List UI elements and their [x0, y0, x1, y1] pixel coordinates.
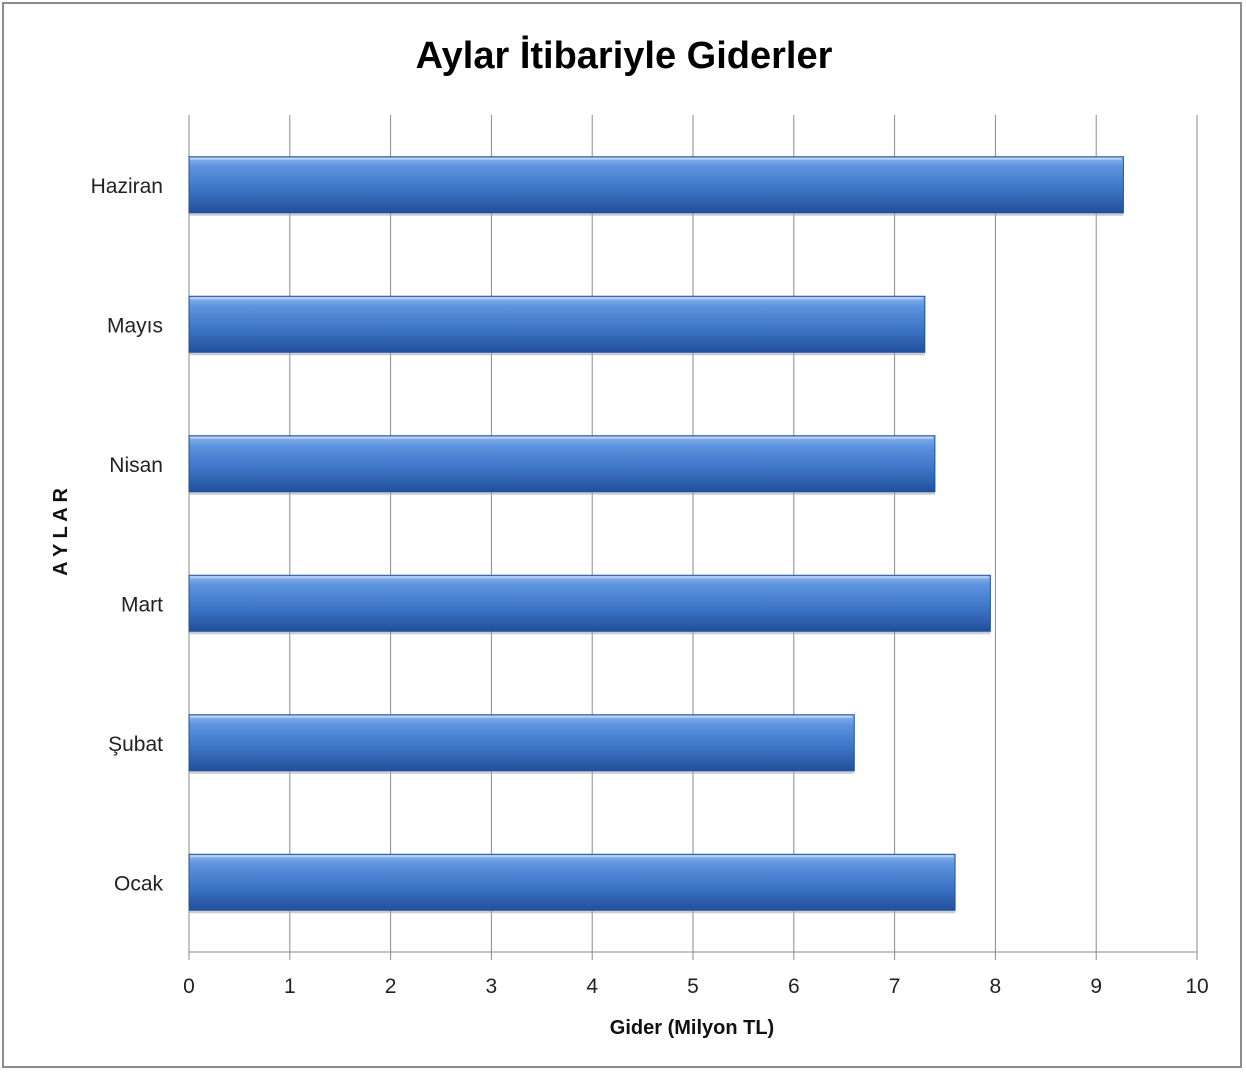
x-tick-label-4: 4 [586, 975, 598, 998]
bar-nisan [188, 435, 936, 495]
bar-rect [188, 435, 936, 493]
category-label-haziran: Haziran [91, 175, 163, 198]
bars [188, 156, 1124, 914]
x-tick-label-5: 5 [687, 975, 699, 998]
x-tick-label-10: 10 [1185, 975, 1208, 998]
category-label-ocak: Ocak [114, 872, 164, 895]
bar-rect [188, 574, 991, 632]
bar-mayıs [188, 295, 926, 356]
bar-mart [188, 574, 991, 635]
x-tick-labels: 0 1 2 3 4 5 6 7 8 9 10 [183, 975, 1209, 998]
bar-rect [188, 853, 956, 911]
x-tick-label-7: 7 [889, 975, 901, 998]
chart-title: Aylar İtibariyle Giderler [416, 35, 833, 77]
bar-şubat [188, 714, 855, 774]
category-label-nisan: Nisan [109, 454, 163, 477]
bar-haziran [188, 156, 1124, 216]
x-tick-label-2: 2 [385, 975, 397, 998]
y-axis-title: A Y L A R [50, 488, 72, 576]
x-tick-label-8: 8 [990, 975, 1002, 998]
gridlines [188, 115, 1198, 960]
x-tick-label-1: 1 [284, 975, 296, 998]
bar-rect [188, 295, 926, 353]
bar-rect [188, 714, 855, 772]
category-label-şubat: Şubat [108, 733, 163, 756]
x-tick-label-0: 0 [183, 975, 195, 998]
x-axis-title: Gider (Milyon TL) [610, 1017, 774, 1039]
bar-rect [188, 156, 1124, 214]
x-tick-label-3: 3 [486, 975, 498, 998]
x-tick-label-6: 6 [788, 975, 800, 998]
category-label-mart: Mart [121, 593, 163, 616]
x-tick-label-9: 9 [1090, 975, 1102, 998]
bar-ocak [188, 853, 956, 914]
category-labels: Ocak Şubat Mart Nisan Mayıs Haziran [91, 175, 164, 896]
category-label-mayıs: Mayıs [107, 314, 163, 337]
